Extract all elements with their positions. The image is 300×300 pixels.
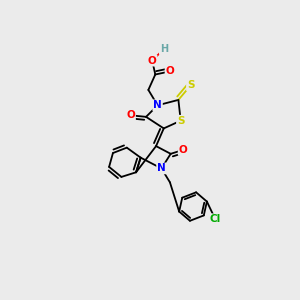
Text: O: O [126, 110, 135, 120]
Text: S: S [177, 116, 184, 126]
Text: O: O [178, 145, 188, 155]
Text: N: N [153, 100, 162, 110]
Text: O: O [148, 56, 157, 66]
Text: H: H [160, 44, 168, 54]
Text: S: S [187, 80, 194, 90]
Text: Cl: Cl [210, 214, 221, 224]
Text: N: N [157, 164, 166, 173]
Text: O: O [166, 66, 174, 76]
